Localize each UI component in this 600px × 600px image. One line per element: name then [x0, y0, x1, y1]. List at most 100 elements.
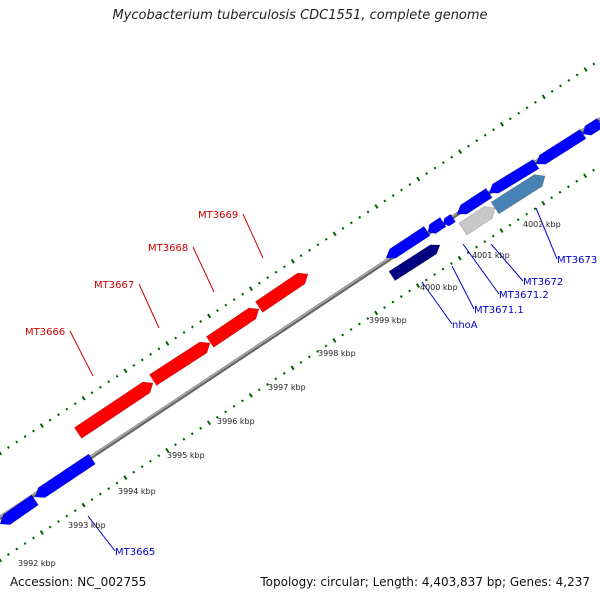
outer-tick-dot: [332, 231, 337, 237]
inner-tick-dot: [399, 295, 403, 298]
gene-label-nhoA: nhoA: [452, 320, 478, 331]
gene-arrow-MT3668: [205, 307, 260, 348]
outer-tick-dot: [157, 347, 161, 351]
inner-tick-dot: [290, 365, 295, 371]
inner-tick-dot: [457, 255, 462, 261]
outer-tick-dot: [349, 221, 353, 225]
gene-arrow-left-1: [0, 494, 39, 525]
tick-labels: 3992 kbp 3993 kbp 3994 kbp 3995 kbp 3996 kbp…: [18, 220, 561, 568]
inner-tick-dot: [433, 273, 437, 277]
inner-tick-dot: [508, 223, 512, 227]
inner-tick-dot: [483, 240, 487, 244]
outer-tick-dot: [400, 188, 403, 192]
gene-label-MT3669: MT3669: [198, 210, 238, 221]
inner-tick-dot: [391, 300, 395, 304]
outer-tick-dot: [140, 358, 144, 362]
outer-tick-dot: [165, 341, 170, 346]
gene-arrow-MT3673: [490, 174, 546, 215]
gene-arrow-nhoA: [388, 244, 441, 281]
label-leader-MT3673: [535, 207, 558, 260]
outer-tick-dot: [98, 385, 102, 389]
outer-tick-dot: [207, 313, 212, 319]
inner-tick-dot: [541, 200, 546, 206]
inner-tick-dot: [341, 333, 345, 337]
tick-dot-lines: [0, 62, 596, 563]
inner-tick-dot: [157, 454, 161, 458]
outer-tick-dot: [290, 258, 295, 264]
inner-tick-dot: [583, 173, 588, 179]
inner-tick-dot: [182, 437, 186, 441]
label-leader-MT3672: [490, 243, 524, 282]
outer-tick-dot: [425, 172, 429, 176]
inner-tick-dot: [39, 530, 44, 535]
inner-tick-dot: [332, 338, 337, 343]
outer-tick-dot: [358, 215, 362, 219]
outer-tick-dot: [266, 276, 270, 280]
inner-tick-dot: [0, 558, 3, 563]
label-leader-MT3667: [138, 283, 160, 329]
tick-label: 4001 kbp: [472, 251, 510, 260]
inner-tick-dot: [165, 447, 170, 453]
outer-tick-dot: [190, 325, 194, 329]
tick-label: 4002 kbp: [523, 220, 561, 229]
inner-tick-dot: [408, 289, 412, 293]
topology-text: Topology: circular; Length: 4,403,837 bp…: [260, 575, 590, 589]
label-leader-MT3669: [242, 213, 264, 259]
outer-tick-dot: [32, 429, 35, 433]
inner-tick-dot: [107, 487, 111, 491]
tick-label: 3992 kbp: [18, 559, 56, 568]
gene-arrow-b3: [535, 129, 587, 165]
inner-tick-dot: [307, 355, 311, 359]
outer-tick-dot: [433, 166, 437, 170]
inner-tick-dot: [73, 509, 77, 513]
gene-arrow-MT3672: [458, 206, 496, 236]
label-leaders: [69, 207, 558, 552]
gene-arrow-MT3666: [73, 381, 154, 439]
outer-tick-dot: [441, 161, 445, 165]
outer-tick-dot: [383, 199, 387, 203]
gene-label-MT3665: MT3665: [115, 547, 155, 558]
inner-tick-dot: [316, 349, 320, 353]
inner-tick-dot: [525, 212, 529, 216]
outer-tick-dot: [282, 265, 286, 269]
outer-tick-dot: [257, 281, 261, 285]
outer-tick-dot: [274, 270, 278, 274]
gene-arrow-MT3671.2: [427, 217, 447, 234]
gene-arrow-MT3665: [34, 453, 96, 498]
inner-tick-dot: [592, 168, 595, 172]
outer-tick-dot: [132, 363, 136, 367]
inner-tick-dot: [491, 234, 495, 238]
inner-tick-dot: [441, 267, 445, 271]
outer-tick-dot: [583, 67, 588, 72]
tick-label: 4000 kbp: [420, 283, 458, 292]
outer-tick-dot: [416, 176, 421, 182]
outer-tick-dot: [107, 380, 111, 384]
inner-tick-dot: [31, 536, 35, 540]
inner-tick-dot: [248, 392, 253, 398]
outer-tick-dot: [123, 368, 128, 374]
outer-tick-dot: [48, 418, 52, 422]
outer-tick-dot: [15, 440, 19, 444]
gene-features: [0, 118, 600, 525]
inner-tick-dot: [266, 382, 269, 386]
outer-tick-dot: [508, 117, 512, 121]
inner-tick-dot: [282, 371, 286, 375]
inner-tick-dot: [349, 327, 353, 331]
outer-tick-dot: [567, 78, 571, 82]
inner-tick-dot: [23, 542, 27, 546]
outer-tick-dot: [483, 133, 487, 137]
gene-label-MT3666: MT3666: [25, 327, 65, 338]
inner-tick-dot: [374, 310, 379, 316]
inner-tick-dot: [575, 179, 579, 183]
inner-tick-dot: [558, 190, 562, 194]
inner-tick-dot: [15, 547, 19, 551]
gene-arrow-small: [443, 213, 456, 227]
outer-tick-dot: [517, 111, 521, 115]
outer-tick-dot: [550, 89, 554, 93]
outer-tick-dot: [374, 204, 379, 209]
outer-tick-dot: [216, 309, 219, 313]
gene-label-MT3667: MT3667: [94, 280, 134, 291]
inner-tick-dot: [98, 492, 102, 496]
outer-tick-dot: [408, 183, 412, 186]
inner-tick-dot: [357, 322, 361, 326]
